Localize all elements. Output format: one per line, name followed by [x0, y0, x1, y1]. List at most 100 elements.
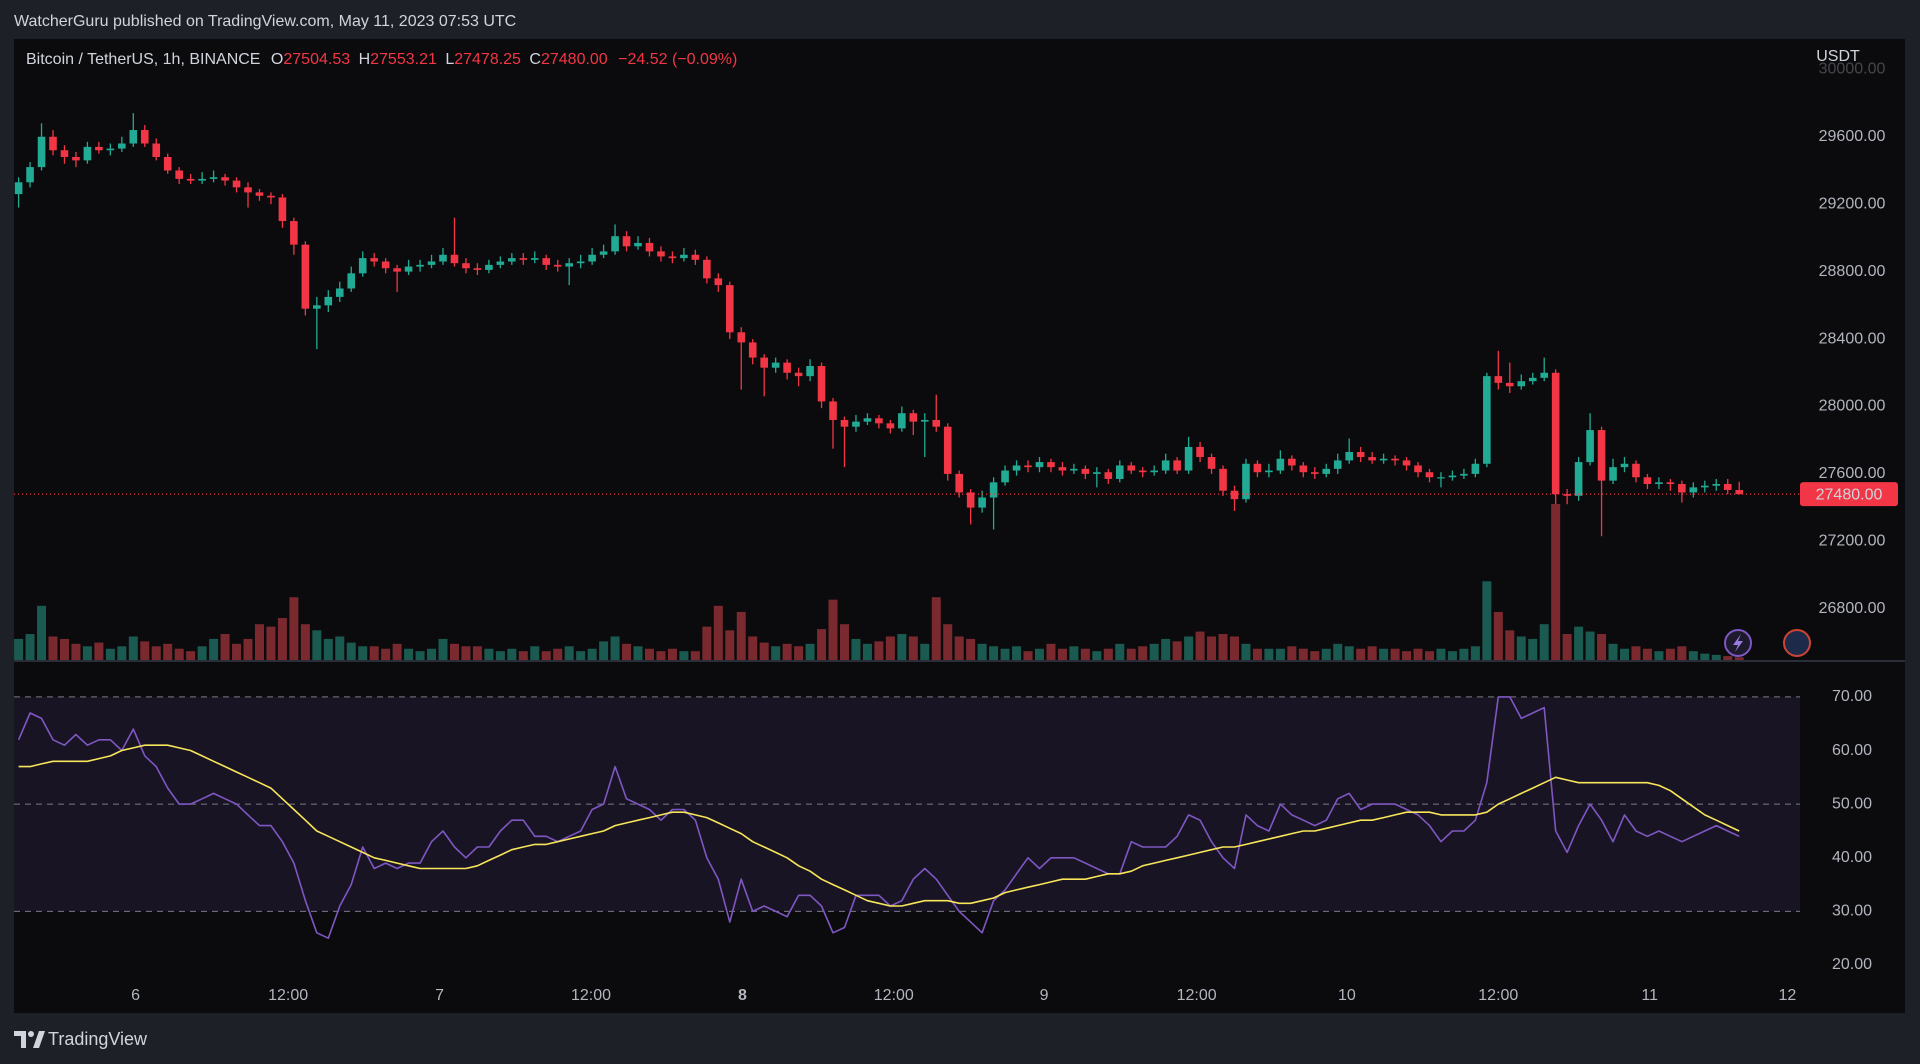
volume-bar — [358, 646, 368, 661]
volume-bar — [713, 605, 723, 661]
candle-body — [37, 136, 46, 168]
volume-bar — [163, 643, 173, 661]
candle-body — [588, 254, 596, 262]
volume-bar — [874, 641, 884, 661]
candle-body — [152, 143, 161, 157]
candle-body — [1689, 487, 1698, 493]
volume-bar — [897, 634, 907, 661]
candle-body — [1437, 477, 1445, 479]
candle-body — [542, 258, 551, 265]
candle-body — [72, 156, 80, 161]
candle-body — [565, 263, 573, 267]
volume-bar — [610, 636, 620, 661]
candle-body — [1288, 458, 1296, 466]
candle-body — [714, 278, 723, 286]
x-tick-label: 12:00 — [874, 987, 914, 1004]
volume-bar — [94, 642, 104, 661]
volume-bar — [1229, 636, 1239, 661]
volume-bar — [323, 638, 333, 661]
volume-bar — [1734, 657, 1744, 661]
y-tick-label: 29600.00 — [1819, 128, 1886, 145]
candle-body — [1563, 494, 1571, 496]
candle-body — [806, 366, 814, 377]
y-tick-label: 40.00 — [1832, 849, 1872, 866]
volume-bar — [530, 646, 540, 661]
candle-body — [1035, 462, 1044, 468]
volume-bar — [1184, 636, 1194, 661]
candle-body — [657, 251, 665, 257]
candle-body — [1333, 460, 1342, 469]
volume-bar — [1723, 656, 1733, 661]
candle-body — [347, 273, 356, 289]
volume-bar — [576, 651, 586, 661]
candle-body — [1540, 372, 1549, 378]
candle-body — [1070, 468, 1078, 471]
volume-bar — [1677, 646, 1687, 661]
volume-bar — [1413, 648, 1423, 661]
volume-bar — [1321, 648, 1331, 661]
candle-body — [1058, 467, 1067, 471]
candle-body — [622, 236, 631, 247]
logo-part — [14, 1031, 26, 1048]
volume-bar — [1597, 634, 1607, 661]
volume-bar — [1574, 626, 1584, 661]
candle-body — [290, 221, 298, 245]
candle-body — [1127, 465, 1136, 471]
candle-body — [691, 254, 700, 260]
event-icon[interactable] — [1783, 629, 1811, 657]
candle-body — [462, 263, 470, 269]
volume-bar — [277, 618, 287, 661]
volume-bar — [885, 636, 895, 661]
candle-body — [553, 264, 562, 267]
candle-body — [829, 401, 837, 420]
x-tick-label: 10 — [1338, 987, 1356, 1004]
candle-body — [1081, 468, 1090, 474]
volume-bar — [794, 646, 804, 661]
volume-bar — [312, 630, 322, 661]
candle-body — [978, 497, 986, 508]
volume-bar — [1528, 638, 1538, 661]
candle-body — [381, 261, 390, 269]
candle-body — [599, 251, 608, 255]
volume-bar — [920, 643, 930, 661]
volume-bar — [943, 624, 953, 661]
candle-body — [26, 167, 34, 183]
candle-body — [496, 261, 505, 265]
candle-body — [1460, 473, 1468, 476]
candle-body — [863, 418, 872, 422]
volume-bar — [541, 651, 551, 661]
candle-body — [95, 146, 103, 151]
price-tag — [1800, 482, 1898, 507]
volume-bar — [908, 636, 918, 661]
candle-body — [1494, 376, 1503, 383]
volume-bar — [1539, 624, 1549, 661]
volume-bar — [14, 638, 24, 661]
volume-bar — [1069, 646, 1079, 661]
lightning-icon[interactable] — [1724, 629, 1752, 657]
volume-bar — [759, 642, 769, 661]
y-tick-label: 20.00 — [1832, 956, 1872, 973]
open-value: 27504.53 — [283, 51, 350, 68]
tradingview-logo — [14, 1031, 45, 1048]
y-tick-label: 27600.00 — [1819, 465, 1886, 482]
volume-bar — [1459, 648, 1469, 661]
candle-body — [106, 148, 115, 151]
candle-body — [1219, 468, 1227, 491]
candle-body — [1207, 457, 1216, 469]
candle-body — [725, 285, 734, 333]
volume-bar — [633, 646, 643, 661]
volume-bar — [1665, 648, 1675, 661]
candle-body — [966, 492, 975, 508]
volume-bar — [977, 643, 987, 661]
candle-body — [209, 177, 218, 179]
volume-bar — [381, 648, 391, 661]
volume-bar — [1195, 631, 1205, 661]
candle-body — [703, 259, 711, 279]
volume-bar — [1092, 651, 1102, 661]
x-tick-label: 8 — [738, 987, 747, 1004]
close-label: C — [529, 51, 541, 68]
candle-body — [645, 242, 654, 252]
indicator-line — [17, 696, 1740, 939]
candle-body — [932, 419, 941, 427]
volume-bar — [507, 648, 517, 661]
